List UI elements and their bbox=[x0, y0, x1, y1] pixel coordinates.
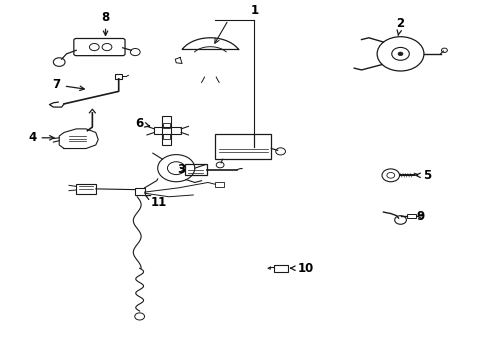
Text: 9: 9 bbox=[415, 210, 423, 223]
Text: 8: 8 bbox=[101, 10, 109, 35]
Text: 1: 1 bbox=[250, 4, 258, 17]
Text: 4: 4 bbox=[28, 131, 54, 144]
Text: 5: 5 bbox=[415, 169, 430, 182]
Bar bbox=[76, 184, 96, 194]
Bar bbox=[163, 134, 169, 139]
Bar bbox=[115, 74, 122, 79]
Bar bbox=[215, 134, 271, 159]
Bar bbox=[184, 164, 206, 175]
Text: 2: 2 bbox=[396, 17, 404, 36]
Text: 7: 7 bbox=[53, 78, 84, 91]
Text: 10: 10 bbox=[290, 262, 313, 275]
Bar bbox=[163, 123, 169, 128]
Bar bbox=[135, 188, 144, 195]
Bar bbox=[154, 127, 181, 134]
Bar bbox=[273, 265, 288, 272]
Text: 6: 6 bbox=[135, 117, 149, 130]
Text: 11: 11 bbox=[145, 195, 167, 208]
Bar bbox=[161, 116, 171, 145]
Bar bbox=[215, 182, 224, 187]
Circle shape bbox=[397, 52, 402, 56]
Text: 3: 3 bbox=[177, 163, 185, 176]
Bar bbox=[406, 213, 415, 218]
